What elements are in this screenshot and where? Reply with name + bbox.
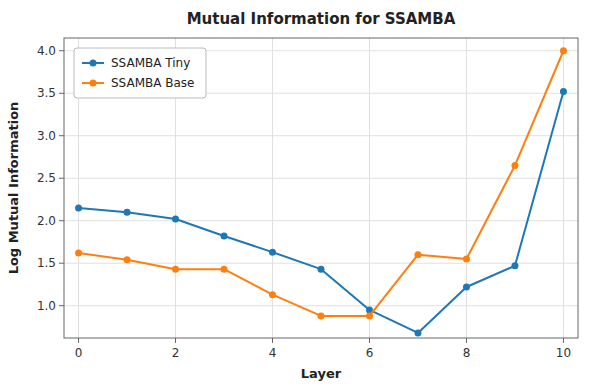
legend-label: SSAMBA Tiny xyxy=(111,56,190,70)
series-point xyxy=(414,329,421,336)
x-tick xyxy=(563,338,564,343)
y-grid-line xyxy=(64,305,578,306)
series-point xyxy=(318,266,325,273)
series-point xyxy=(75,250,82,257)
x-grid-line xyxy=(563,38,564,338)
x-tick xyxy=(369,338,370,343)
y-tick-label: 2.0 xyxy=(37,214,56,228)
y-tick xyxy=(59,305,64,306)
y-grid-line xyxy=(64,135,578,136)
series-point xyxy=(221,233,228,240)
x-tick-label: 0 xyxy=(75,346,83,360)
x-tick-label: 2 xyxy=(172,346,180,360)
series-point xyxy=(172,216,179,223)
axes: 1.0 1.5 2.0 2.5 3.0 3.5 4.0 0 2 4 6 8 10 xyxy=(37,38,578,360)
chart: 1.0 1.5 2.0 2.5 3.0 3.5 4.0 0 2 4 6 8 10 Mutual Infor… xyxy=(0,0,596,390)
y-tick xyxy=(59,93,64,94)
y-tick-label: 1.5 xyxy=(37,256,56,270)
legend-marker xyxy=(90,80,97,87)
y-tick xyxy=(59,178,64,179)
series-point xyxy=(511,162,518,169)
page: {"chart_data": {"type": "line", "title":… xyxy=(0,0,596,390)
y-tick xyxy=(59,50,64,51)
y-tick xyxy=(59,135,64,136)
x-tick-label: 8 xyxy=(463,346,471,360)
series-point xyxy=(366,312,373,319)
series-point xyxy=(463,255,470,262)
x-tick xyxy=(466,338,467,343)
series-point xyxy=(124,256,131,263)
x-tick xyxy=(78,338,79,343)
x-grid-line xyxy=(466,38,467,338)
y-tick-label: 1.0 xyxy=(37,299,56,313)
series-point xyxy=(221,266,228,273)
x-grid-line xyxy=(369,38,370,338)
legend-box xyxy=(74,48,206,98)
title: Mutual Information for SSAMBA xyxy=(187,10,456,28)
x-tick xyxy=(175,338,176,343)
grid xyxy=(64,38,578,338)
y-tick-label: 2.5 xyxy=(37,171,56,185)
y-tick xyxy=(59,220,64,221)
legend-label: SSAMBA Base xyxy=(111,76,195,90)
legend-marker xyxy=(90,60,97,67)
series-point xyxy=(124,209,131,216)
y-tick-label: 3.0 xyxy=(37,129,56,143)
y-grid-line xyxy=(64,220,578,221)
series-point xyxy=(511,262,518,269)
background xyxy=(0,0,596,390)
legend: SSAMBA Tiny SSAMBA Base xyxy=(74,48,206,98)
x-tick-label: 6 xyxy=(366,346,374,360)
series-point xyxy=(560,47,567,54)
plot-frame xyxy=(64,38,578,338)
x-tick-label: 4 xyxy=(269,346,277,360)
x-tick-label: 10 xyxy=(556,346,571,360)
x-tick xyxy=(272,338,273,343)
series-point xyxy=(463,284,470,291)
series-point xyxy=(414,251,421,258)
y-tick xyxy=(59,263,64,264)
series-point xyxy=(560,88,567,95)
y-axis-label: Log Mutual Information xyxy=(6,102,21,275)
series-point xyxy=(269,291,276,298)
series-point xyxy=(269,249,276,256)
series-point xyxy=(172,266,179,273)
y-tick-label: 4.0 xyxy=(37,44,56,58)
series-point xyxy=(318,312,325,319)
x-axis-label: Layer xyxy=(301,366,342,381)
y-grid-line xyxy=(64,178,578,179)
y-tick-label: 3.5 xyxy=(37,86,56,100)
series-point xyxy=(75,204,82,211)
